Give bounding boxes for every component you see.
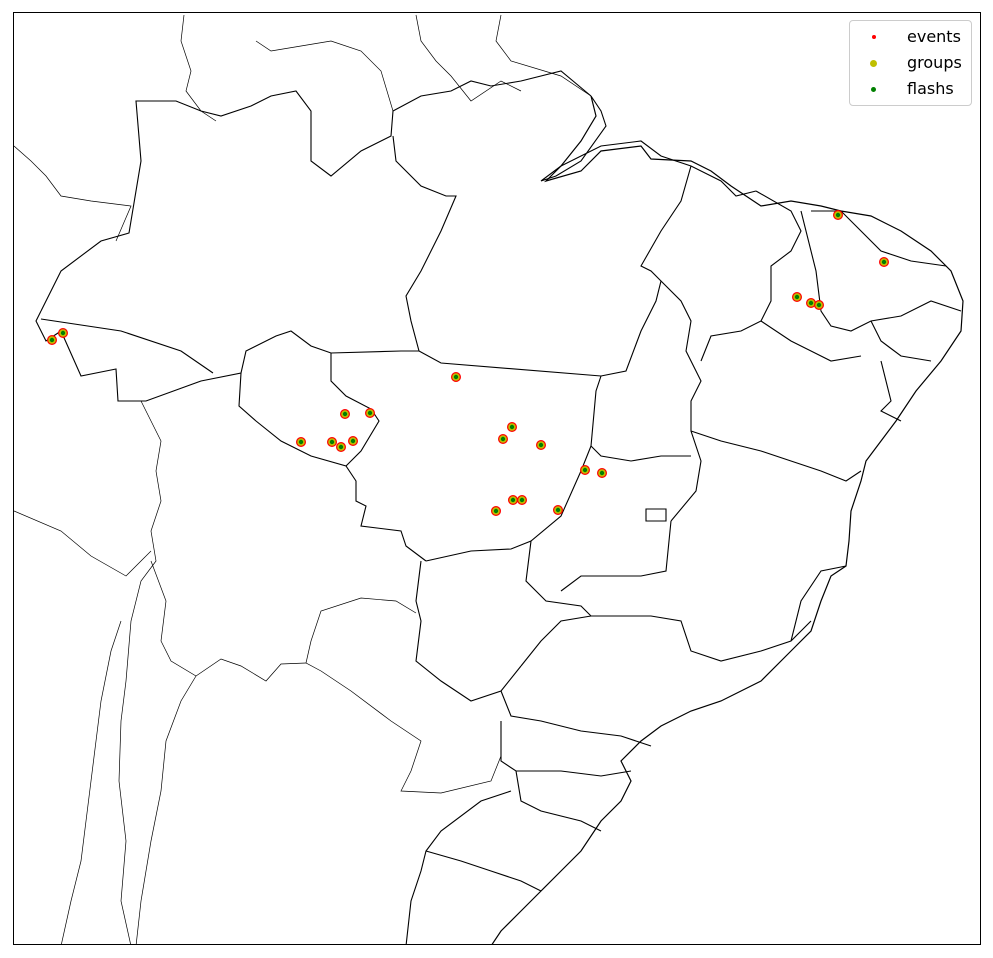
flash-point <box>519 497 525 503</box>
legend-item-events: events <box>850 26 971 48</box>
legend-item-groups: groups <box>850 52 971 74</box>
flash-point <box>555 507 561 513</box>
map-frame[interactable] <box>13 12 981 945</box>
map-canvas[interactable] <box>14 13 981 945</box>
state-borders <box>35 70 962 944</box>
legend-events-marker-icon <box>872 35 876 39</box>
flash-point <box>582 467 588 473</box>
flash-point <box>835 212 841 218</box>
lightning-points <box>47 210 889 516</box>
flash-point <box>49 337 55 343</box>
legend-flashs-label: flashs <box>907 79 954 98</box>
flash-point <box>808 300 814 306</box>
flash-point <box>538 442 544 448</box>
flash-point <box>329 439 335 445</box>
flash-point <box>60 330 66 336</box>
flash-point <box>350 438 356 444</box>
legend-item-flashs: flashs <box>850 78 971 100</box>
coastline <box>491 95 964 944</box>
flash-point <box>816 302 822 308</box>
legend-flashs-marker-icon <box>871 87 876 92</box>
flash-point <box>881 259 887 265</box>
legend-groups-label: groups <box>907 53 962 72</box>
flash-point <box>500 436 506 442</box>
flash-point <box>453 374 459 380</box>
flash-point <box>338 444 344 450</box>
flash-point <box>794 294 800 300</box>
legend-events-label: events <box>907 27 961 46</box>
flash-point <box>493 508 499 514</box>
flash-point <box>509 424 515 430</box>
flash-point <box>510 497 516 503</box>
flash-point <box>599 470 605 476</box>
country-borders <box>14 14 592 944</box>
flash-point <box>298 439 304 445</box>
flash-point <box>342 411 348 417</box>
flash-point <box>367 410 373 416</box>
legend-groups-marker-icon <box>870 60 877 67</box>
legend: events groups flashs <box>849 20 972 106</box>
